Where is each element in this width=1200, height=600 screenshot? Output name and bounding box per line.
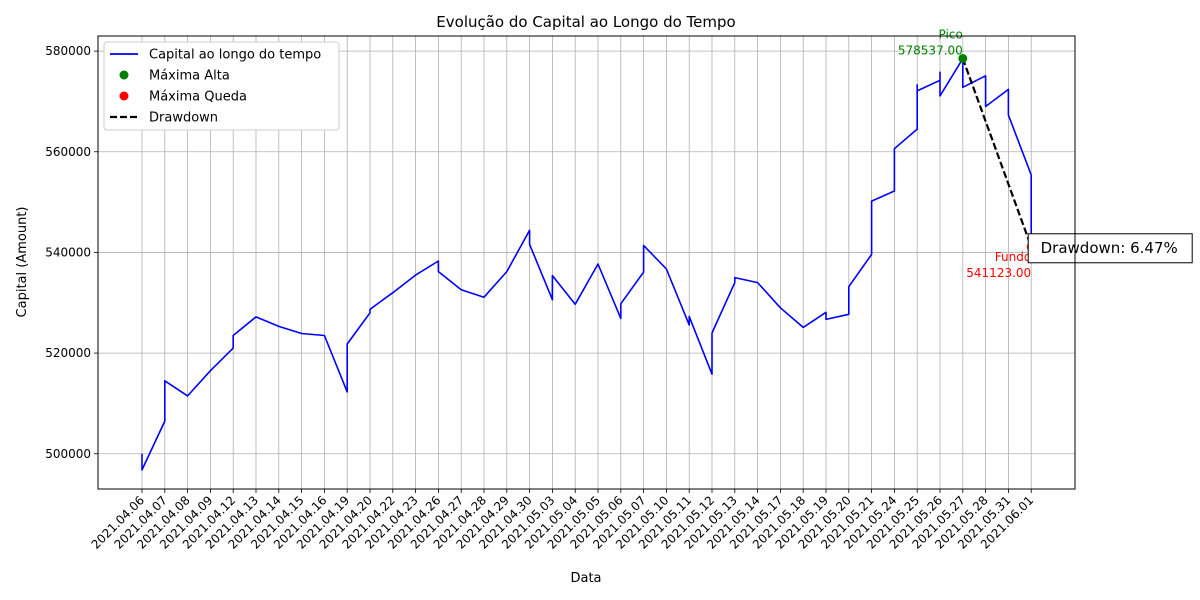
y-axis-ticks: 500000 520000 540000 560000 580000 [45,44,98,461]
chart-title: Evolução do Capital ao Longo do Tempo [436,13,735,31]
peak-value-label: 578537.00 [898,43,963,57]
drawdown-box [1027,233,1193,264]
x-axis-ticks: 2021.04.062021.04.072021.04.082021.04.09… [89,489,1036,552]
y-tick-label: 580000 [45,44,91,58]
peak-marker [958,53,968,63]
plot-frame [97,35,1076,490]
legend-label: Drawdown [149,111,218,126]
peak-label: Pico [939,27,963,41]
legend-box [103,41,340,131]
drawdown-line [961,58,1033,248]
trough-value-label: 541123.00 [966,266,1031,280]
annotations: Pico 578537.00 Fundo 541123.00 Drawdown: 6.4… [898,27,1193,280]
legend-label: Máxima Alta [149,69,230,84]
y-tick-label: 520000 [45,346,91,360]
legend: Capital ao longo do tempo Máxima Alta Máxi… [103,41,340,131]
y-tick-label: 540000 [45,245,91,259]
legend-label: Máxima Queda [149,90,247,105]
legend-swatch-dot [119,91,129,101]
y-tick-label: 500000 [45,447,91,461]
series-line-capital [141,57,1032,471]
x-axis-label: Data [570,571,601,586]
y-axis-label: Capital (Amount) [15,207,30,318]
legend-label: Capital ao longo do tempo [149,48,321,63]
drawdown-label: Drawdown: 6.47% [1041,239,1178,257]
legend-swatch-dot [119,70,129,80]
series-layer [141,57,1032,471]
trough-label: Fundo [995,250,1031,264]
y-tick-label: 560000 [45,145,91,159]
